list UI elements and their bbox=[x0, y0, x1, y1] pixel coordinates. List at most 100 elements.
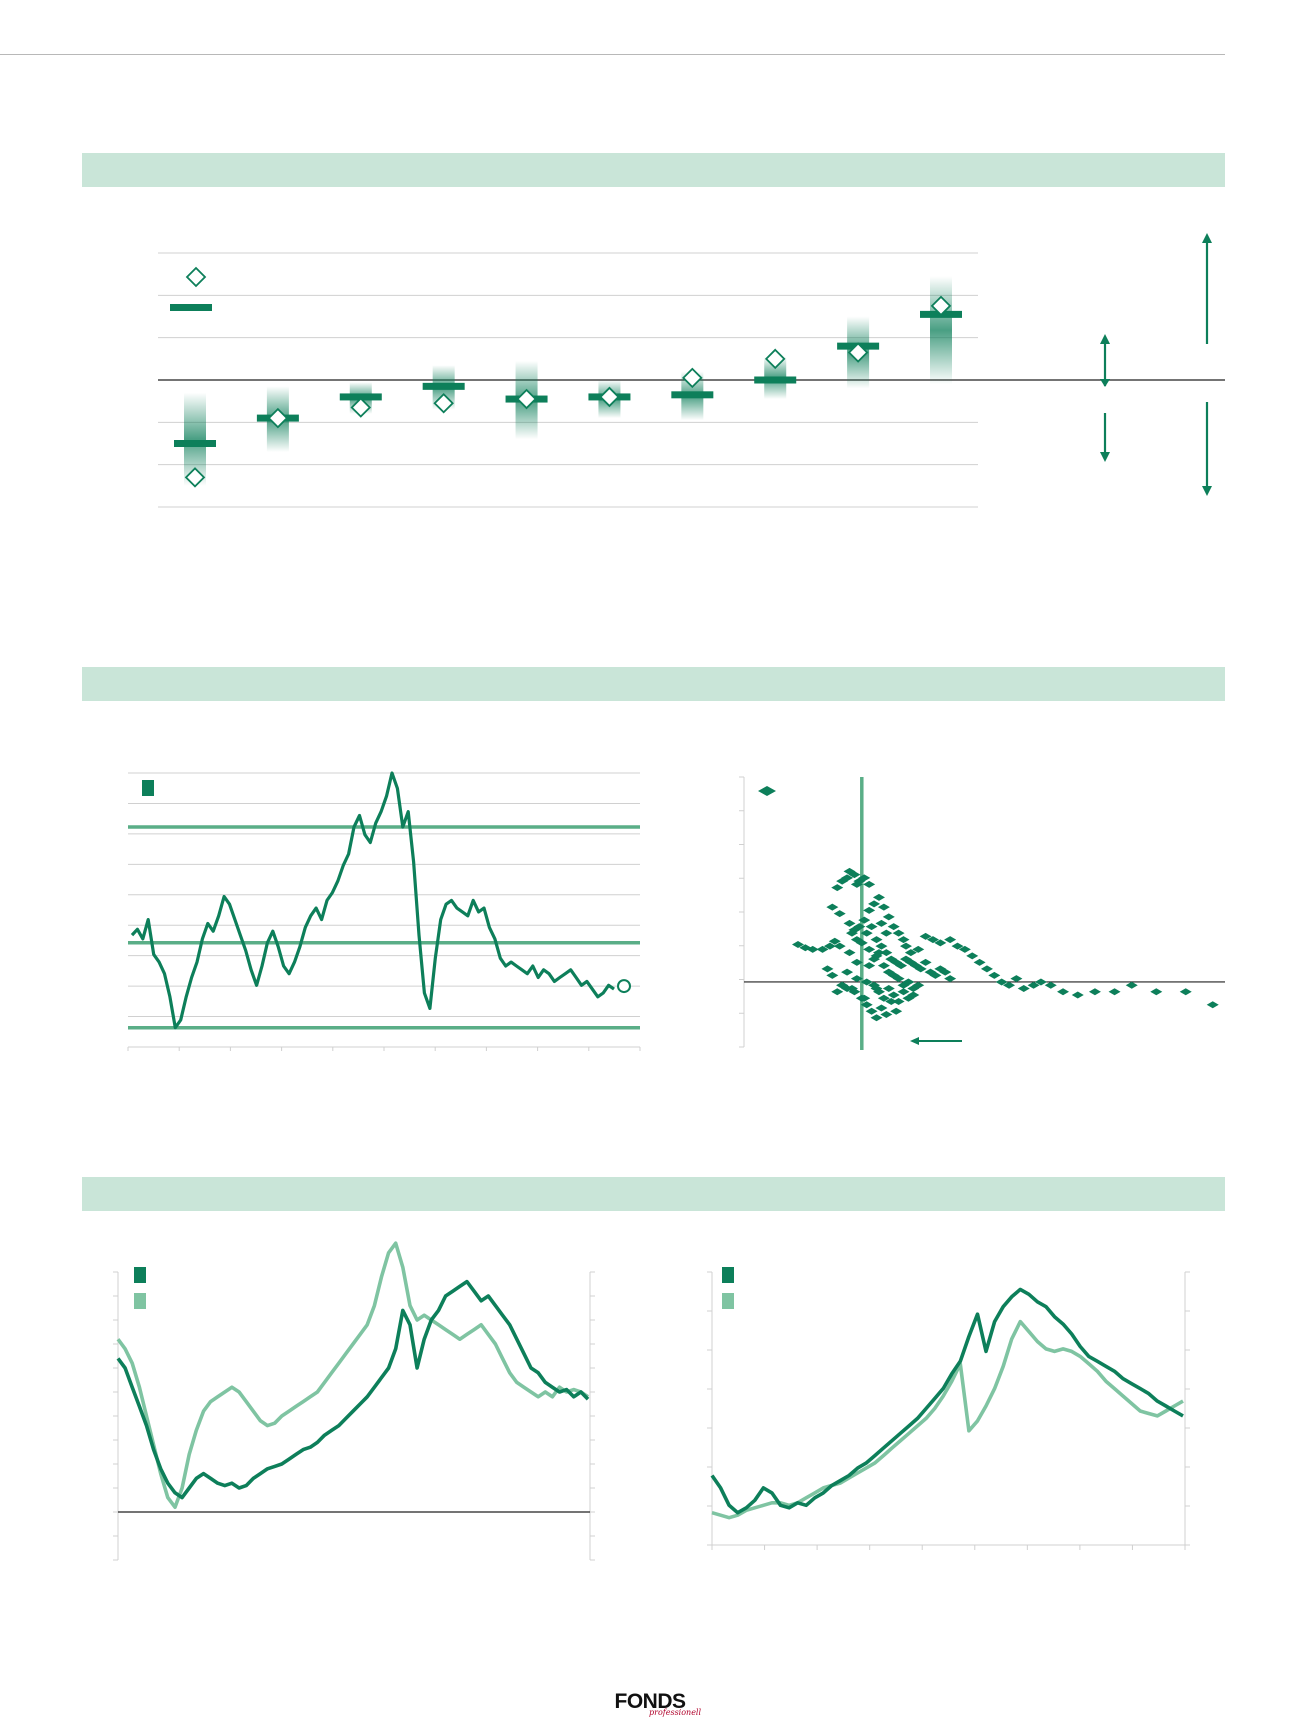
range-diamond bbox=[350, 397, 372, 418]
scatter-point bbox=[966, 952, 979, 960]
scatter-point bbox=[828, 937, 841, 945]
scatter-point bbox=[841, 984, 854, 992]
scatter-point bbox=[875, 942, 888, 950]
scatter-point bbox=[892, 929, 905, 937]
range-diamond bbox=[433, 393, 454, 414]
range-diamond bbox=[516, 388, 537, 410]
scatter-point bbox=[1003, 981, 1016, 989]
scatter-point bbox=[1071, 991, 1084, 999]
scatter-point bbox=[892, 997, 905, 1005]
scatter-point bbox=[850, 975, 863, 983]
scatter-point bbox=[944, 975, 957, 983]
scatter-point bbox=[845, 929, 858, 937]
scatter-point bbox=[919, 932, 932, 940]
scatter-point bbox=[912, 981, 925, 989]
range-diamond bbox=[847, 342, 869, 363]
range-mid-bar bbox=[422, 382, 465, 390]
scatter-point bbox=[826, 903, 839, 911]
range-chart bbox=[158, 233, 1225, 508]
scatter-point bbox=[914, 965, 927, 973]
scatter-point bbox=[841, 874, 854, 882]
range-mid-bar bbox=[174, 440, 216, 447]
scatter-point bbox=[831, 884, 844, 892]
range-diamond bbox=[184, 467, 206, 488]
scatter-point bbox=[919, 958, 932, 966]
scatter-point bbox=[855, 939, 868, 947]
section-band-2 bbox=[82, 667, 1225, 701]
line-band-end-marker bbox=[617, 979, 631, 994]
header-rule bbox=[0, 54, 1225, 55]
scatter-point bbox=[1027, 981, 1040, 989]
scatter-point bbox=[1044, 981, 1057, 989]
scatter-point bbox=[897, 936, 910, 944]
range-mid-bar bbox=[754, 376, 797, 384]
scatter-point bbox=[877, 903, 890, 911]
dual-series-line bbox=[711, 1319, 1184, 1520]
scatter-point bbox=[885, 997, 898, 1005]
scatter-point bbox=[877, 962, 890, 970]
scatter-point bbox=[870, 936, 883, 944]
scatter-legend-diamond-icon bbox=[758, 786, 776, 796]
line-band-series bbox=[130, 771, 615, 1030]
scatter-point bbox=[1150, 988, 1163, 996]
legend-bar-icon bbox=[170, 304, 212, 311]
scatter-point bbox=[1206, 1001, 1219, 1009]
scatter-point bbox=[897, 988, 910, 996]
scatter-point bbox=[833, 910, 846, 918]
scatter-point bbox=[944, 936, 957, 944]
scatter-point bbox=[1125, 981, 1138, 989]
scatter-point bbox=[904, 949, 917, 957]
dual-series-line bbox=[116, 1279, 590, 1500]
dual-right-legend-dark-icon bbox=[722, 1267, 734, 1283]
line-band-chart bbox=[127, 771, 641, 1051]
scatter-point bbox=[951, 942, 964, 950]
scatter-point bbox=[988, 971, 1001, 979]
arrowhead-left-icon bbox=[910, 1037, 919, 1045]
range-diamond bbox=[267, 407, 289, 429]
arrowhead-up-short-icon bbox=[1100, 334, 1110, 344]
range-diamond bbox=[682, 367, 703, 389]
scatter-chart bbox=[739, 776, 1225, 1050]
scatter-point bbox=[863, 906, 876, 914]
scatter-point bbox=[958, 945, 971, 953]
scatter-point bbox=[926, 936, 939, 944]
range-legend bbox=[170, 266, 212, 311]
scatter-point bbox=[870, 952, 883, 960]
range-diamond bbox=[930, 295, 952, 317]
arrowhead-up-long-icon bbox=[1202, 233, 1212, 243]
scatter-point bbox=[895, 962, 908, 970]
scatter-point bbox=[880, 949, 893, 957]
range-diamond bbox=[599, 386, 620, 408]
scatter-point bbox=[868, 900, 881, 908]
scatter-point bbox=[934, 939, 947, 947]
scatter-point bbox=[860, 1001, 873, 1009]
range-mid-bar bbox=[671, 391, 714, 399]
scatter-point bbox=[899, 942, 912, 950]
logo-main-text: FONDS bbox=[614, 1690, 687, 1713]
scatter-point bbox=[875, 919, 888, 927]
publisher-logo: FONDS professionell bbox=[600, 1690, 702, 1717]
scatter-point bbox=[973, 958, 986, 966]
scatter-point bbox=[863, 880, 876, 888]
range-mid-bar bbox=[339, 393, 382, 401]
scatter-point bbox=[995, 978, 1008, 986]
dual-left-legend-dark-icon bbox=[134, 1267, 146, 1283]
scatter-point bbox=[863, 962, 876, 970]
scatter-point bbox=[858, 994, 871, 1002]
scatter-point bbox=[806, 945, 819, 953]
scatter-point bbox=[860, 929, 873, 937]
scatter-point bbox=[902, 978, 915, 986]
dual-series-line bbox=[710, 1287, 1184, 1515]
scatter-point bbox=[848, 988, 861, 996]
range-diamond bbox=[764, 348, 786, 370]
side-arrows bbox=[1100, 233, 1212, 496]
scatter-point bbox=[865, 923, 878, 931]
scatter-point bbox=[850, 958, 863, 966]
logo-sub-text: professionell bbox=[649, 1708, 702, 1717]
dual-line-right bbox=[707, 1267, 1190, 1550]
scatter-point bbox=[882, 913, 895, 921]
scatter-point bbox=[791, 941, 804, 949]
legend-diamond-icon bbox=[185, 266, 207, 288]
scatter-point bbox=[939, 968, 952, 976]
section-band-1 bbox=[82, 153, 1225, 187]
